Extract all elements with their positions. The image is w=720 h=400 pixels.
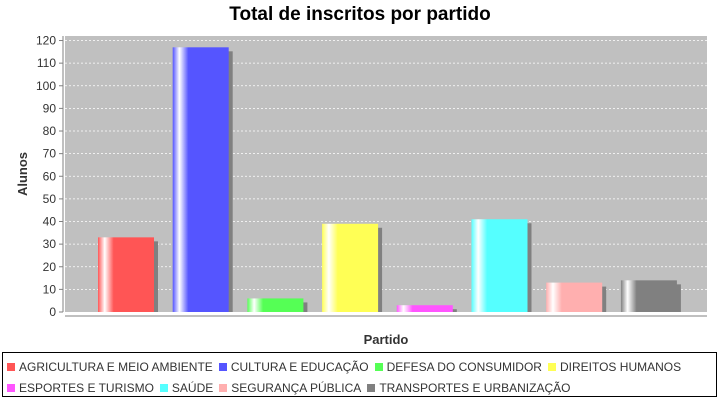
legend-label: DEFESA DO CONSUMIDOR — [386, 360, 542, 374]
bar — [98, 237, 154, 312]
legend-label: ESPORTES E TURISMO — [19, 381, 154, 395]
legend-label: SAÚDE — [171, 381, 214, 395]
y-tick-label: 20 — [43, 260, 57, 274]
y-tick-label: 0 — [49, 305, 56, 319]
legend-item: TRANSPORTES E URBANIZAÇÃO — [367, 381, 570, 395]
legend: AGRICULTURA E MEIO AMBIENTE CULTURA E EDU… — [2, 352, 717, 397]
y-tick-label: 90 — [43, 101, 57, 115]
y-tick-label: 60 — [43, 169, 57, 183]
legend-swatch — [367, 384, 376, 392]
legend-label: AGRICULTURA E MEIO AMBIENTE — [19, 360, 213, 374]
legend-item: DEFESA DO CONSUMIDOR — [374, 360, 542, 374]
y-ticks: 0 10 20 30 40 50 60 70 80 90 100 110 120 — [36, 34, 63, 319]
bar — [247, 298, 304, 312]
legend-item: SEGURANÇA PÚBLICA — [219, 381, 361, 395]
y-tick-label: 30 — [43, 237, 57, 251]
legend-label: CULTURA E EDUCAÇÃO — [230, 360, 369, 374]
y-tick-label: 100 — [36, 79, 56, 93]
legend-item: DIREITOS HUMANOS — [547, 360, 682, 374]
bar — [322, 223, 379, 312]
y-tick-label: 10 — [43, 282, 57, 296]
legend-swatch — [219, 384, 228, 392]
legend-item: AGRICULTURA E MEIO AMBIENTE — [7, 360, 213, 374]
bar — [172, 47, 229, 313]
bar — [471, 219, 528, 312]
legend-swatch — [547, 363, 556, 371]
gridlines — [65, 40, 707, 290]
y-axis-label: Alunos — [15, 152, 30, 196]
y-tick-label: 80 — [43, 124, 57, 138]
bar-chart: 0 10 20 30 40 50 60 70 80 90 100 110 120 Alunos Part… — [15, 34, 707, 347]
legend-label: DIREITOS HUMANOS — [559, 360, 682, 374]
legend-row: ESPORTES E TURISMO SAÚDE SEGURANÇA PÚBLICA… — [7, 379, 576, 395]
legend-swatch — [218, 363, 227, 371]
legend-row: AGRICULTURA E MEIO AMBIENTE CULTURA E EDU… — [7, 358, 687, 374]
legend-item: SAÚDE — [159, 381, 214, 395]
bar — [396, 305, 453, 312]
y-tick-label: 110 — [37, 56, 56, 70]
y-tick-label: 50 — [43, 192, 57, 206]
bar — [546, 282, 603, 312]
chart-title: Total de inscritos por partido — [229, 4, 491, 25]
x-axis-label: Partido — [364, 332, 409, 347]
legend-label: TRANSPORTES E URBANIZAÇÃO — [379, 381, 571, 395]
legend-label: SEGURANÇA PÚBLICA — [231, 381, 362, 395]
plot-background — [65, 36, 707, 312]
legend-swatch — [7, 384, 15, 392]
legend-swatch — [374, 363, 383, 371]
y-tick-label: 120 — [36, 34, 56, 48]
legend-item: ESPORTES E TURISMO — [7, 381, 154, 395]
legend-item: CULTURA E EDUCAÇÃO — [218, 360, 369, 374]
legend-swatch — [7, 363, 15, 371]
y-tick-label: 70 — [43, 147, 57, 161]
bar — [620, 280, 677, 312]
legend-swatch — [159, 384, 168, 392]
y-tick-label: 40 — [43, 215, 57, 229]
bars — [98, 47, 681, 313]
